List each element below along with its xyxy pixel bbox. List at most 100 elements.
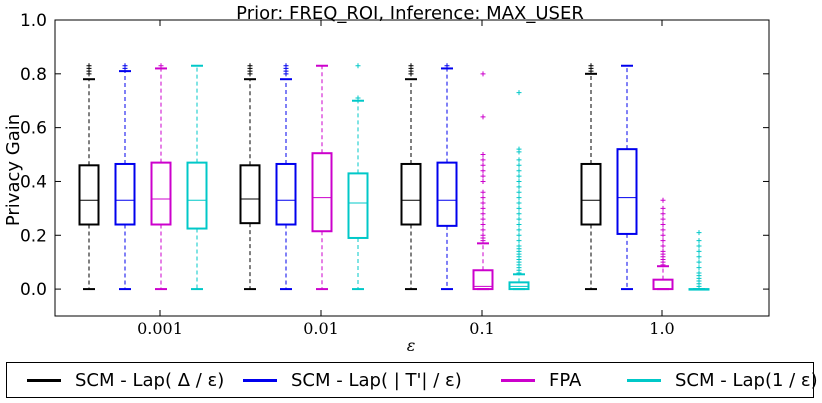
outlier-point [480, 195, 486, 201]
box-1-3 [616, 64, 638, 291]
box-body [436, 161, 458, 227]
outlier-point [696, 248, 702, 254]
y-axis: 0.0 0.2 0.4 0.6 0.8 1.0 [20, 11, 769, 300]
y-axis-label: Privacy Gain [3, 114, 24, 226]
y-tick-label: 0.6 [20, 119, 47, 139]
box-2-3 [652, 197, 674, 291]
legend-label: SCM - Lap(1 / ε) [675, 369, 818, 391]
legend: SCM - Lap( Δ / ε) SCM - Lap( | T'| / ε) … [6, 362, 818, 398]
outlier-point [122, 63, 128, 69]
outlier-point [696, 254, 702, 260]
box-body [508, 281, 530, 291]
y-tick-label: 0.4 [20, 172, 47, 192]
outlier-point [516, 178, 522, 184]
outlier-point [480, 227, 486, 233]
box-3-3 [688, 230, 710, 291]
outlier-point [516, 90, 522, 96]
legend-item-fpa: FPA [501, 363, 581, 397]
outlier-point [480, 178, 486, 184]
outlier-point [660, 205, 666, 211]
outlier-point [480, 205, 486, 211]
outlier-point [696, 265, 702, 271]
privacy-gain-boxplot: 0.0 0.2 0.4 0.6 0.8 1.0 0.001 0.01 0.1 1.0 Prior… [3, 3, 770, 355]
outlier-point [480, 162, 486, 168]
box-body [580, 162, 602, 226]
legend-item-scm-one: SCM - Lap(1 / ε) [627, 363, 818, 397]
outlier-point [480, 152, 486, 158]
legend-label: FPA [549, 369, 582, 391]
box-body [150, 161, 172, 226]
outlier-point [660, 248, 666, 254]
outlier-point [516, 184, 522, 190]
box-body [400, 162, 422, 226]
box-body [275, 162, 297, 226]
outlier-point [516, 222, 522, 228]
legend-label: SCM - Lap( | T'| / ε) [291, 369, 462, 391]
box-1-2 [436, 63, 458, 291]
outlier-point [247, 63, 253, 69]
x-tick-label: 0.01 [303, 319, 339, 338]
outlier-point [516, 232, 522, 238]
outlier-point [516, 168, 522, 174]
outlier-point [516, 216, 522, 222]
box-3-1 [347, 63, 369, 291]
box-1-0 [114, 63, 136, 291]
outlier-point [696, 243, 702, 249]
box-2-2 [472, 71, 494, 291]
outlier-point [696, 270, 702, 276]
x-axis-label: ε [407, 336, 416, 355]
legend-label: SCM - Lap( Δ / ε) [75, 369, 225, 391]
y-tick-label: 1.0 [20, 11, 47, 31]
outlier-point [480, 232, 486, 238]
outlier-point [86, 63, 92, 69]
legend-swatch [501, 378, 535, 382]
legend-item-scm-t: SCM - Lap( | T'| / ε) [243, 363, 462, 397]
outlier-point [480, 114, 486, 120]
outlier-point [660, 197, 666, 203]
outlier-point [480, 157, 486, 163]
outlier-point [660, 232, 666, 238]
box-body [472, 269, 494, 291]
y-tick-label: 0.2 [20, 226, 47, 246]
box-0-3 [580, 63, 602, 291]
plot-area-border [54, 19, 770, 317]
outlier-point [516, 157, 522, 163]
outlier-point [696, 238, 702, 244]
x-axis: 0.001 0.01 0.1 1.0 [137, 20, 675, 338]
outlier-point [516, 189, 522, 195]
box-body [311, 152, 333, 233]
y-tick-label: 0.8 [20, 65, 47, 85]
outlier-point [660, 216, 666, 222]
legend-swatch [243, 378, 277, 382]
legend-swatch [27, 378, 61, 382]
outlier-point [588, 63, 594, 69]
outlier-point [516, 173, 522, 179]
outlier-point [283, 63, 289, 69]
box-body [78, 164, 100, 226]
outlier-point [355, 95, 361, 101]
plot-frame [54, 19, 770, 317]
box-2-1 [311, 64, 333, 291]
x-tick-label: 1.0 [649, 319, 674, 338]
outlier-point [408, 63, 414, 69]
outlier-point [516, 227, 522, 233]
outlier-point [660, 211, 666, 217]
x-tick-label: 0.1 [469, 319, 494, 338]
outlier-point [516, 146, 522, 152]
outlier-point [158, 63, 164, 69]
outlier-point [696, 230, 702, 236]
x-tick-label: 0.001 [137, 319, 183, 338]
outlier-point [516, 195, 522, 201]
box-body [114, 162, 136, 226]
box-2-0 [150, 63, 172, 291]
box-0-2 [400, 63, 422, 291]
outlier-point [480, 200, 486, 206]
outlier-point [516, 200, 522, 206]
outlier-point [480, 211, 486, 217]
box-body [652, 278, 674, 291]
outlier-point [480, 222, 486, 228]
box-0-1 [239, 63, 261, 291]
legend-item-scm-delta: SCM - Lap( Δ / ε) [27, 363, 224, 397]
box-3-2 [508, 90, 530, 291]
y-tick-label: 0.0 [20, 280, 47, 300]
